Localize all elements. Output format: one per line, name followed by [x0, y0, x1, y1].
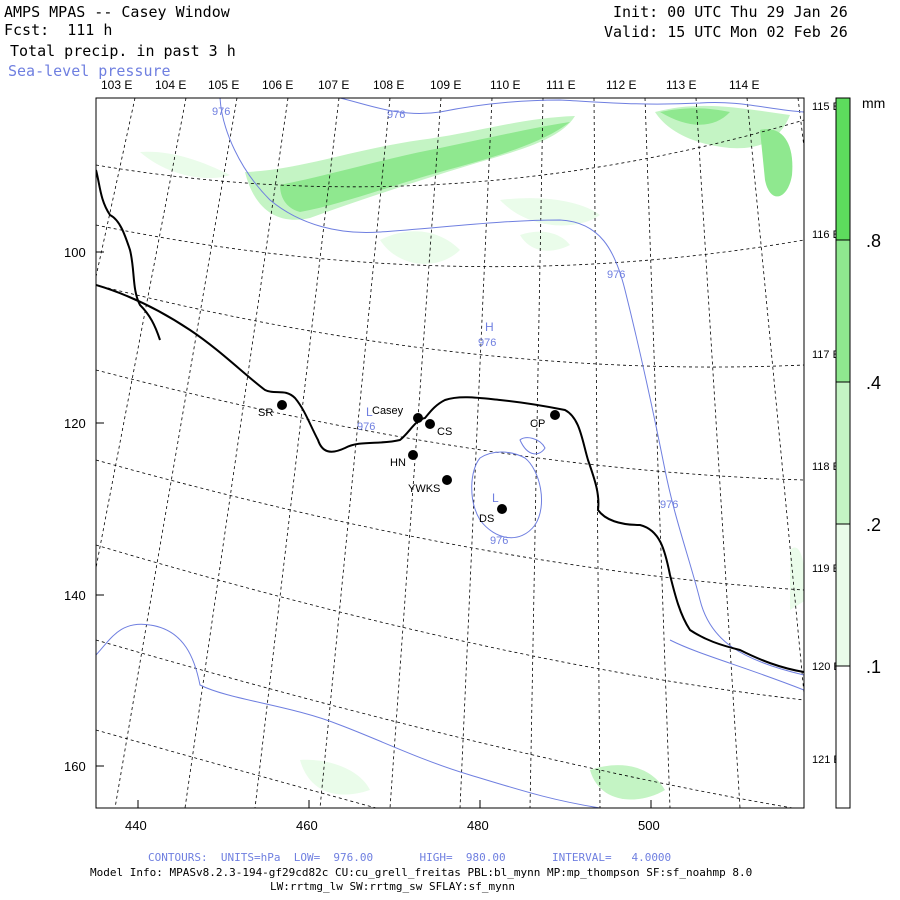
station-sr-marker: [277, 400, 287, 410]
axis-tick-labels: 440 460 480 500 100 120 140 160: [64, 245, 660, 833]
lon-label: 105 E: [208, 78, 239, 92]
y-tick-label: 120: [64, 416, 86, 431]
colorbar-swatch: [836, 666, 850, 808]
colorbar-swatch: [836, 524, 850, 666]
colorbar-label: .2: [866, 515, 881, 535]
lon-label: 111 E: [546, 78, 576, 92]
stations: SR Casey CS CP HN YWKS DS: [258, 400, 560, 525]
lon-label: 110 E: [490, 78, 520, 92]
pressure-label: 976: [357, 421, 375, 433]
lon-label: 109 E: [430, 78, 461, 92]
x-tick-marks: [96, 251, 652, 808]
lon-label: 107 E: [318, 78, 349, 92]
lon-label: 118 E: [812, 461, 840, 473]
station-cs-marker: [425, 419, 435, 429]
lon-label: 115 E: [812, 101, 840, 113]
plot-frame: [95, 97, 805, 809]
station-hn-marker: [408, 450, 418, 460]
colorbar-swatch: [836, 98, 850, 240]
contour-info: CONTOURS: UNITS=hPa LOW= 976.00 HIGH= 98…: [148, 851, 672, 864]
field-name: Total precip. in past 3 h: [10, 42, 236, 60]
lon-label: 112 E: [606, 78, 636, 92]
pressure-labels: 976 976 976 976 976 976 H 976 L L: [212, 106, 678, 547]
station-ywks-marker: [442, 475, 452, 485]
forecast-hour: Fcst: 111 h: [4, 21, 113, 39]
colorbar-label: .4: [866, 373, 881, 393]
graticule: [96, 98, 804, 808]
colorbar-label: .8: [866, 231, 881, 251]
x-tick-label: 480: [467, 818, 489, 833]
top-longitude-labels: 103 E 104 E 105 E 106 E 107 E 108 E 109 …: [101, 78, 759, 92]
station-ds-label: DS: [479, 513, 494, 525]
station-cp-label: CP: [530, 418, 545, 430]
station-hn-label: HN: [390, 457, 406, 469]
station-ywks-label: YWKS: [408, 483, 440, 495]
pressure-label: 976: [607, 269, 625, 281]
low-pressure-center: L: [492, 491, 499, 505]
station-sr-label: SR: [258, 407, 273, 419]
colorbar-swatch: [836, 240, 850, 382]
high-pressure-center: H: [485, 320, 494, 334]
lon-label: 104 E: [155, 78, 186, 92]
pressure-label: 976: [660, 499, 678, 511]
y-tick-label: 140: [64, 588, 86, 603]
lon-label: 113 E: [666, 78, 696, 92]
coastline: [96, 169, 804, 673]
x-tick-label: 460: [296, 818, 318, 833]
init-time: Init: 00 UTC Thu 29 Jan 26: [613, 3, 848, 21]
lon-label: 119 E: [812, 563, 840, 575]
model-info-line-2: LW:rrtmg_lw SW:rrtmg_sw SFLAY:sf_mynn: [270, 880, 516, 893]
colorbar-label: .1: [866, 657, 881, 677]
y-tick-label: 160: [64, 759, 86, 774]
lon-label: 114 E: [729, 78, 759, 92]
lon-label: 116 E: [812, 229, 840, 241]
x-tick-label: 440: [125, 818, 147, 833]
map-title: AMPS MPAS -- Casey Window: [4, 3, 230, 21]
lon-label: 106 E: [262, 78, 293, 92]
lon-label: 117 E: [812, 349, 840, 361]
y-tick-label: 100: [64, 245, 86, 260]
low-pressure-center: L: [366, 405, 373, 419]
station-ds-marker: [497, 504, 507, 514]
colorbar-unit: mm: [862, 95, 885, 111]
lon-label: 120 E: [812, 661, 841, 673]
pressure-contours: [96, 98, 804, 808]
station-cs-label: CS: [437, 426, 452, 438]
high-pressure-value: 976: [478, 337, 496, 349]
pressure-label: 976: [490, 535, 508, 547]
lon-label: 103 E: [101, 78, 132, 92]
pressure-label: 976: [387, 109, 405, 121]
lon-label: 121 E: [812, 754, 841, 766]
station-casey-label: Casey: [372, 405, 404, 417]
pressure-label: 976: [212, 106, 230, 118]
x-tick-label: 500: [638, 818, 660, 833]
colorbar-swatch: [836, 382, 850, 524]
valid-time: Valid: 15 UTC Mon 02 Feb 26: [604, 23, 848, 41]
precip-shading: [140, 105, 804, 800]
lon-label: 108 E: [373, 78, 404, 92]
station-casey-marker: [413, 413, 423, 423]
model-info-line-1: Model Info: MPASv8.2.3-194-gf29cd82c CU:…: [90, 866, 753, 879]
overlay-name: Sea-level pressure: [8, 62, 171, 80]
right-longitude-labels: 115 E 116 E 117 E 118 E 119 E 120 E 121 …: [812, 101, 841, 766]
colorbar: mm .8 .4 .2 .1: [835, 95, 885, 809]
station-cp-marker: [550, 410, 560, 420]
